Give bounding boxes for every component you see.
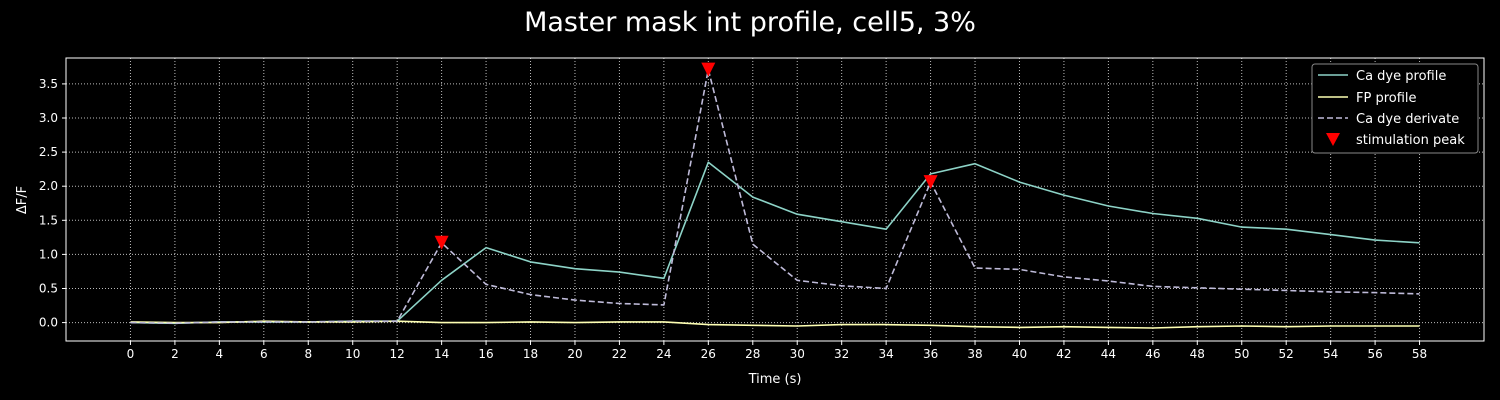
y-tick-label: 3.0 — [39, 111, 58, 125]
x-tick-label: 14 — [434, 347, 449, 361]
peak-markers — [434, 62, 938, 250]
x-tick-label: 2 — [171, 347, 179, 361]
y-tick-label: 2.5 — [39, 145, 58, 159]
x-tick-label: 28 — [745, 347, 760, 361]
x-tick-label: 24 — [656, 347, 671, 361]
y-tick-label: 0.5 — [39, 281, 58, 295]
x-tick-label: 38 — [967, 347, 982, 361]
x-tick-label: 34 — [878, 347, 893, 361]
chart-title: Master mask int profile, cell5, 3% — [524, 7, 976, 38]
x-tick-label: 16 — [478, 347, 493, 361]
series-line-fp-profile — [130, 320, 1420, 329]
y-tick-label: 1.0 — [39, 247, 58, 261]
x-tick-label: 20 — [567, 347, 582, 361]
x-tick-label: 6 — [260, 347, 268, 361]
x-tick-label: 40 — [1012, 347, 1027, 361]
x-tick-label: 8 — [304, 347, 312, 361]
x-tick-label: 0 — [127, 347, 135, 361]
series-group — [130, 68, 1420, 329]
stimulation-peak-marker — [701, 62, 716, 77]
x-tick-label: 4 — [216, 347, 224, 361]
grid — [66, 58, 1484, 341]
x-tick-label: 44 — [1101, 347, 1116, 361]
y-axis: 0.0 0.5 1.0 1.5 2.0 2.5 3.0 3.5 — [39, 77, 66, 330]
x-tick-label: 56 — [1367, 347, 1382, 361]
y-tick-label: 0.0 — [39, 316, 58, 330]
legend-label-ca-derivate: Ca dye derivate — [1356, 112, 1459, 127]
legend-label-fp-profile: FP profile — [1356, 91, 1417, 106]
stimulation-peak-marker — [923, 175, 938, 190]
y-tick-label: 3.5 — [39, 77, 58, 91]
x-tick-label: 22 — [612, 347, 627, 361]
x-tick-label: 30 — [790, 347, 805, 361]
legend-label-peak: stimulation peak — [1356, 133, 1465, 148]
x-tick-label: 52 — [1279, 347, 1294, 361]
x-tick-label: 42 — [1056, 347, 1071, 361]
x-tick-label: 58 — [1412, 347, 1427, 361]
x-tick-label: 54 — [1323, 347, 1338, 361]
series-line-ca-dye-derivate — [130, 68, 1420, 325]
x-tick-label: 18 — [523, 347, 538, 361]
legend-box — [1311, 63, 1479, 154]
x-tick-label: 32 — [834, 347, 849, 361]
plot-frame — [65, 57, 1485, 342]
x-axis: 0 2 4 6 8 10 12 14 16 18 20 22 24 26 28 30 32 34 36 38 40 42 4… — [127, 341, 1427, 361]
x-tick-label: 10 — [345, 347, 360, 361]
x-axis-label: Time (s) — [748, 372, 802, 387]
legend-label-ca-profile: Ca dye profile — [1356, 69, 1446, 84]
y-tick-label: 2.0 — [39, 179, 58, 193]
legend-swatch-peak — [1326, 133, 1340, 146]
stimulation-peak-marker — [434, 235, 449, 250]
x-tick-label: 26 — [701, 347, 716, 361]
legend: Ca dye profile FP profile Ca dye derivat… — [1311, 63, 1479, 154]
x-tick-label: 48 — [1190, 347, 1205, 361]
y-tick-label: 1.5 — [39, 213, 58, 227]
y-axis-label: ΔF/F — [15, 186, 30, 214]
x-tick-label: 12 — [390, 347, 405, 361]
x-tick-label: 36 — [923, 347, 938, 361]
x-tick-label: 50 — [1234, 347, 1249, 361]
x-tick-label: 46 — [1145, 347, 1160, 361]
